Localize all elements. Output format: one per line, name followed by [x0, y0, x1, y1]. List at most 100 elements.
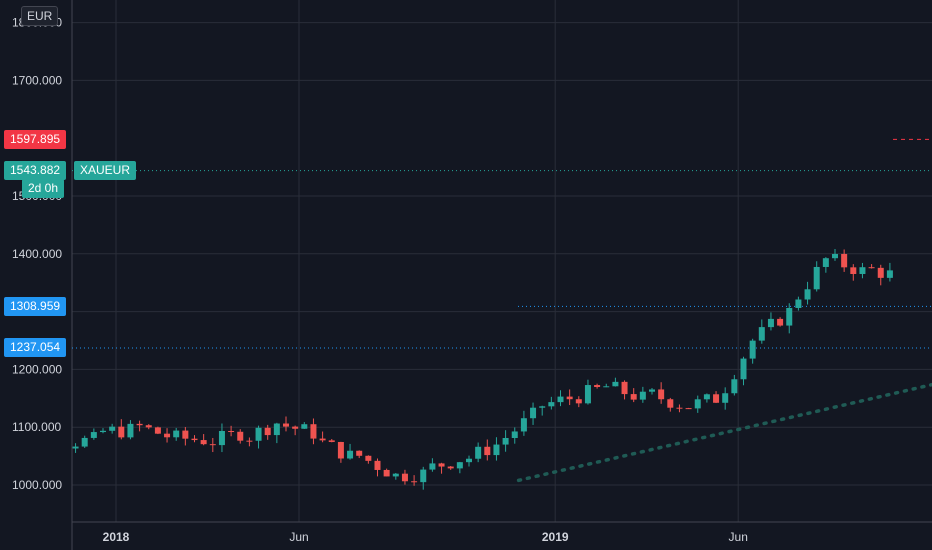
candle-body	[337, 441, 344, 459]
price-label-red: 1597.895	[4, 129, 67, 149]
x-tick-label: 2018	[103, 530, 130, 544]
x-tick-label: Jun	[289, 530, 308, 544]
candle-body	[822, 258, 829, 267]
candle-body	[365, 455, 372, 461]
candle-body	[520, 418, 527, 432]
candle-body	[127, 423, 134, 438]
candle-body	[200, 440, 207, 445]
candle-body	[392, 473, 399, 477]
candle-body	[374, 460, 381, 470]
candle-body	[621, 381, 628, 395]
candle-body	[447, 466, 454, 469]
candle-body	[594, 385, 601, 387]
candle-body	[218, 430, 225, 446]
candle-body	[401, 473, 408, 482]
candle-body	[237, 431, 244, 441]
candle-body	[575, 399, 582, 404]
candle-body	[109, 426, 116, 431]
candle-body	[713, 394, 720, 403]
candle-body	[694, 399, 701, 409]
candle-body	[72, 446, 79, 449]
candle-body	[804, 289, 811, 300]
candle-body	[886, 270, 893, 278]
candle-body	[283, 423, 289, 427]
candle-body	[630, 394, 637, 400]
candle-body	[264, 427, 271, 436]
candle-body	[639, 391, 646, 400]
candle-body	[795, 299, 802, 308]
candle-body	[173, 430, 180, 438]
candle-body	[191, 438, 198, 441]
candle-body	[530, 407, 537, 419]
candle-body	[777, 318, 784, 326]
candle-body	[758, 327, 765, 341]
candle-body	[703, 394, 710, 400]
candle-body	[539, 406, 546, 408]
candle-body	[356, 450, 363, 456]
candle-body	[246, 440, 253, 442]
candle-body	[273, 423, 280, 436]
candle-body	[475, 446, 482, 459]
candle-body	[292, 426, 299, 429]
y-tick-label: 1200.000	[12, 362, 62, 376]
candle-body	[749, 340, 756, 359]
candle-body	[182, 430, 189, 439]
candle-body	[411, 481, 418, 483]
y-tick-label: 1400.000	[12, 247, 62, 261]
candle-body	[841, 253, 848, 268]
y-tick-label: 1100.000	[12, 420, 61, 434]
candle-body	[868, 267, 875, 269]
candle-body	[584, 385, 591, 404]
candle-body	[456, 462, 463, 469]
candle-body	[228, 430, 235, 432]
candle-body	[154, 427, 161, 434]
currency-badge[interactable]: EUR	[21, 6, 59, 26]
y-tick-label: 1700.000	[12, 73, 62, 87]
candle-body	[118, 426, 125, 438]
candle-body	[383, 469, 390, 477]
candle-body	[484, 446, 491, 456]
candle-body	[145, 425, 152, 428]
candle-body	[850, 267, 857, 274]
candle-body	[813, 266, 820, 290]
candle-body	[164, 433, 171, 438]
candle-body	[722, 393, 729, 403]
candle-body	[649, 389, 655, 392]
candle-body	[832, 253, 838, 259]
y-tick-label: 1000.000	[12, 478, 62, 492]
candle-body	[767, 318, 774, 328]
candle-body	[877, 267, 884, 278]
candle-body	[740, 358, 747, 380]
candle-body	[429, 463, 436, 470]
candle-body	[676, 407, 683, 409]
candle-body	[603, 386, 610, 388]
candle-body	[685, 408, 692, 410]
candle-body	[209, 444, 216, 446]
candle-body	[347, 450, 354, 459]
price-label-current: 1543.882	[4, 161, 67, 181]
candle-body	[301, 424, 308, 429]
candle-body	[566, 396, 573, 400]
candle-body	[557, 396, 564, 403]
candle-body	[612, 381, 619, 387]
candle-body	[786, 307, 793, 326]
symbol-label: XAUEUR	[74, 161, 137, 181]
x-tick-label: Jun	[729, 530, 748, 544]
candle-body	[310, 424, 317, 439]
candle-body	[319, 438, 326, 441]
candle-body	[466, 458, 472, 463]
countdown-label: 2d 0h	[22, 178, 65, 198]
candle-body	[255, 427, 262, 441]
x-tick-label: 2019	[542, 530, 569, 544]
candle-body	[502, 438, 509, 445]
candle-body	[328, 440, 335, 442]
candle-body	[658, 389, 665, 400]
candle-body	[90, 432, 97, 438]
candle-body	[548, 402, 555, 407]
candle-body	[81, 437, 88, 447]
candle-body	[100, 430, 106, 433]
candle-body	[731, 379, 738, 394]
candle-body	[420, 469, 427, 483]
